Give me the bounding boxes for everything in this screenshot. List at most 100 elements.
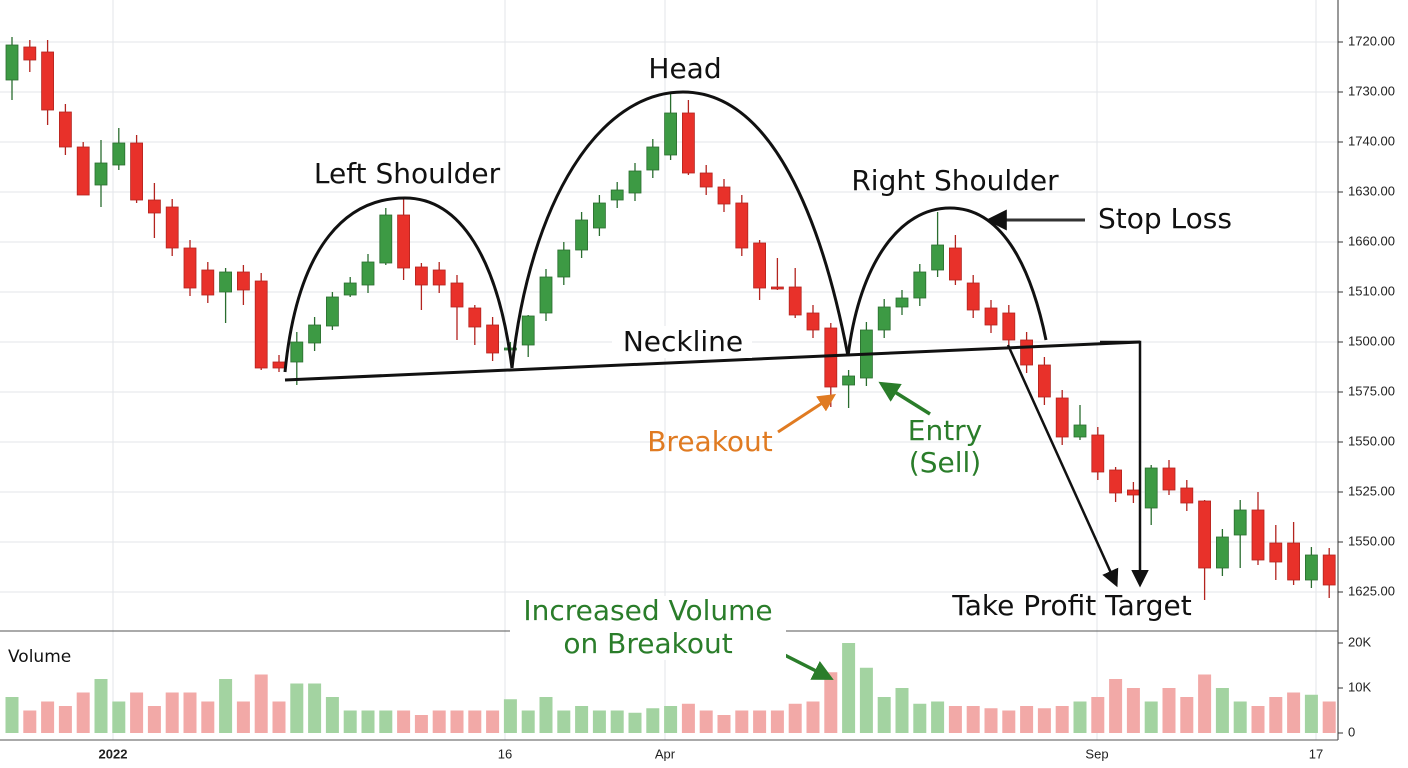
volume-bar <box>1198 674 1212 733</box>
candle-body <box>112 142 126 166</box>
volume-bar <box>219 679 233 733</box>
volume-bar <box>23 710 37 733</box>
candle-body <box>753 242 766 289</box>
y-tick-label: 1575.00 <box>1348 383 1395 398</box>
breakout-arrow <box>777 394 837 434</box>
candle-body <box>966 282 980 311</box>
candle-body <box>1287 542 1300 581</box>
volume-bar <box>610 710 624 733</box>
candle-body <box>1055 397 1069 438</box>
volume-bar <box>379 710 393 733</box>
volume-bars <box>5 643 1336 733</box>
volume-bar <box>58 706 72 733</box>
volume-bar <box>361 710 375 733</box>
candle-body <box>1322 554 1336 586</box>
right-shoulder-label: Right Shoulder <box>851 164 1059 197</box>
left-shoulder-label: Left Shoulder <box>314 157 501 190</box>
candle-body <box>610 189 624 201</box>
volume-bar <box>770 710 784 733</box>
candle-body <box>59 111 72 148</box>
candle-body <box>842 375 855 386</box>
candle-body <box>771 286 784 290</box>
volume-bar <box>112 701 126 733</box>
candle-body <box>486 324 500 354</box>
volume-bar <box>931 701 945 733</box>
volume-bar <box>325 697 339 733</box>
volume-note-bg <box>510 596 786 660</box>
candle-body <box>1038 364 1051 398</box>
volume-bar <box>1091 697 1105 733</box>
candle-body <box>1233 509 1247 536</box>
volume-bar <box>824 672 838 733</box>
candle-body <box>468 307 482 328</box>
volume-bar <box>1269 697 1283 733</box>
x-tick-label: 2022 <box>99 746 128 761</box>
candle-body <box>325 296 339 327</box>
candle-body <box>1251 509 1265 561</box>
volume-bar <box>948 706 962 733</box>
y-tick-label: 1550.00 <box>1348 433 1395 448</box>
candle-body <box>735 202 749 249</box>
neckline-label-bg <box>612 326 752 358</box>
entry-arrow <box>878 381 931 416</box>
candle-body <box>895 297 909 308</box>
candle-body <box>806 312 820 331</box>
volume-bar <box>1144 701 1158 733</box>
volume-bar <box>1322 701 1336 733</box>
candle-body <box>219 271 233 293</box>
candle-body <box>5 44 19 81</box>
target-arrow <box>1100 340 1149 588</box>
candle-body <box>41 51 54 111</box>
volume-note: on Breakout <box>563 627 732 660</box>
candle-body <box>913 271 927 299</box>
volume-bar <box>664 706 678 733</box>
volume-bar <box>806 701 820 733</box>
volume-bar <box>503 699 517 733</box>
volume-bar <box>699 710 713 733</box>
candle-body <box>1127 489 1140 496</box>
volume-bar <box>1162 688 1176 733</box>
candle-body <box>1020 339 1033 366</box>
volume-bar <box>165 692 179 733</box>
candle-body <box>254 280 268 369</box>
volume-bar <box>1037 708 1051 733</box>
volume-bar <box>628 712 642 733</box>
volume-bar <box>414 715 428 733</box>
volume-bar <box>201 701 215 733</box>
volume-bar <box>1002 710 1016 733</box>
volume-bar <box>592 710 606 733</box>
y-tick-label: 1510.00 <box>1348 283 1395 298</box>
volume-bar <box>94 679 108 733</box>
volume-note: Increased Volume <box>523 594 772 627</box>
candle-body <box>23 46 37 61</box>
volume-bar <box>272 701 286 733</box>
candle-body <box>646 146 660 171</box>
volume-bar <box>1020 706 1034 733</box>
volume-tick-label: 10K <box>1348 679 1371 694</box>
volume-tick-label: 20K <box>1348 634 1371 649</box>
volume-bar <box>521 710 535 733</box>
target-diagonal-arrow <box>1006 344 1119 588</box>
neckline <box>284 340 1141 382</box>
volume-bar <box>1180 697 1194 733</box>
volume-bar <box>788 703 802 733</box>
volume-bar <box>41 701 55 733</box>
volume-bar <box>1109 679 1123 733</box>
y-tick-label: 1500.00 <box>1348 333 1395 348</box>
candle-body <box>628 170 642 194</box>
candle-body <box>1198 500 1211 569</box>
breakout-label: Breakout <box>647 425 773 458</box>
candle-body <box>450 282 464 308</box>
candle-body <box>1180 487 1194 504</box>
take-profit-label: Take Profit Target <box>951 589 1192 622</box>
candle-body <box>877 306 891 331</box>
candle-body <box>664 112 677 156</box>
candle-body <box>94 162 108 186</box>
volume-bar <box>5 697 19 733</box>
volume-bar <box>913 703 927 733</box>
y-tick-label: 1550.00 <box>1348 533 1395 548</box>
volume-bar <box>1215 688 1229 733</box>
candle-body <box>717 186 731 205</box>
x-tick-label: Sep <box>1085 746 1108 761</box>
